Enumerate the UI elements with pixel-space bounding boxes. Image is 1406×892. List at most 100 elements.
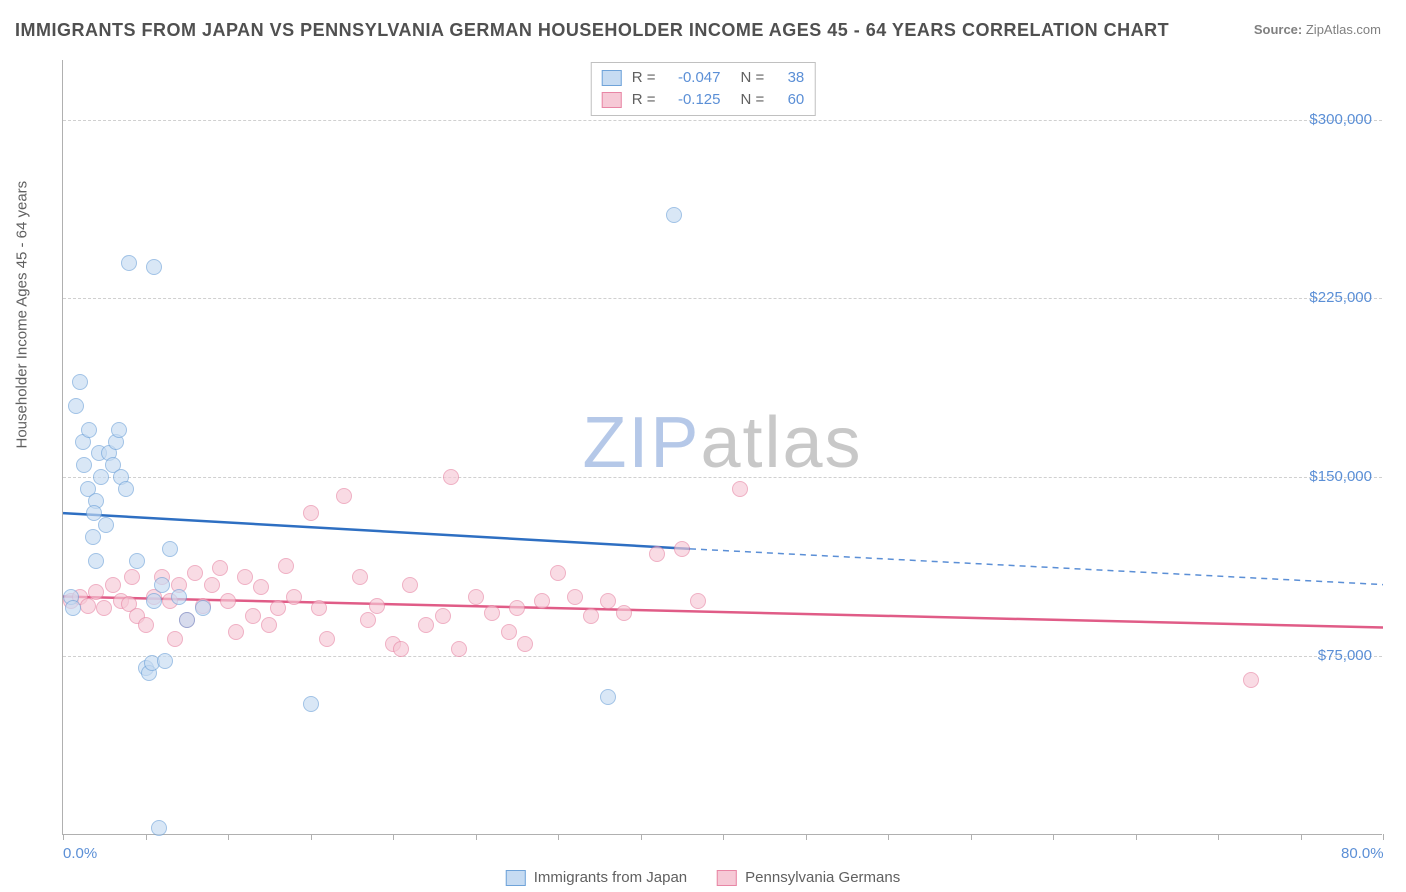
scatter-point: [600, 689, 616, 705]
scatter-point: [88, 584, 104, 600]
scatter-point: [509, 600, 525, 616]
scatter-point: [72, 374, 88, 390]
watermark-atlas: atlas: [700, 403, 862, 483]
scatter-point: [245, 608, 261, 624]
scatter-point: [111, 422, 127, 438]
scatter-point: [649, 546, 665, 562]
legend-label: Pennsylvania Germans: [745, 869, 900, 886]
correlation-row: R = -0.125 N = 60: [602, 89, 805, 111]
scatter-point: [583, 608, 599, 624]
scatter-point: [600, 593, 616, 609]
scatter-point: [278, 558, 294, 574]
watermark: ZIPatlas: [582, 402, 862, 484]
scatter-point: [393, 641, 409, 657]
scatter-point: [360, 612, 376, 628]
legend-swatch: [506, 870, 526, 886]
x-tick: [311, 834, 312, 840]
scatter-point: [253, 579, 269, 595]
scatter-point: [418, 617, 434, 633]
gridline: [63, 120, 1382, 121]
gridline: [63, 477, 1382, 478]
y-tick-label: $75,000: [1318, 647, 1372, 664]
scatter-point: [179, 612, 195, 628]
scatter-point: [65, 600, 81, 616]
scatter-point: [68, 398, 84, 414]
plot-area: ZIPatlas $75,000 $150,000 $225,000 $300,000…: [62, 60, 1382, 835]
scatter-point: [303, 505, 319, 521]
scatter-point: [187, 565, 203, 581]
r-label: R =: [632, 67, 656, 89]
scatter-point: [220, 593, 236, 609]
scatter-point: [154, 577, 170, 593]
chart-container: IMMIGRANTS FROM JAPAN VS PENNSYLVANIA GE…: [0, 0, 1406, 892]
y-tick-label: $300,000: [1309, 111, 1372, 128]
scatter-point: [369, 598, 385, 614]
scatter-point: [81, 422, 97, 438]
legend-item: Immigrants from Japan: [506, 869, 687, 886]
n-label: N =: [741, 89, 765, 111]
scatter-point: [402, 577, 418, 593]
correlation-legend-box: R =-0.047N =38R =-0.125N =60: [591, 62, 816, 116]
scatter-point: [468, 589, 484, 605]
x-tick: [63, 834, 64, 840]
scatter-point: [336, 488, 352, 504]
x-tick-label: 80.0%: [1341, 845, 1384, 862]
scatter-point: [517, 636, 533, 652]
y-tick-label: $225,000: [1309, 289, 1372, 306]
scatter-point: [171, 589, 187, 605]
scatter-point: [484, 605, 500, 621]
scatter-point: [666, 207, 682, 223]
r-value: -0.125: [666, 89, 721, 111]
source-citation: Source: ZipAtlas.com: [1254, 22, 1381, 37]
scatter-point: [124, 569, 140, 585]
source-label: Source:: [1254, 22, 1302, 37]
trend-line: [690, 549, 1383, 585]
scatter-point: [88, 553, 104, 569]
scatter-point: [451, 641, 467, 657]
x-tick: [888, 834, 889, 840]
x-tick: [806, 834, 807, 840]
scatter-point: [96, 600, 112, 616]
scatter-point: [98, 517, 114, 533]
scatter-point: [157, 653, 173, 669]
legend-label: Immigrants from Japan: [534, 869, 687, 886]
scatter-point: [550, 565, 566, 581]
x-tick-label: 0.0%: [63, 845, 97, 862]
scatter-point: [151, 820, 167, 836]
scatter-point: [261, 617, 277, 633]
x-tick: [723, 834, 724, 840]
scatter-point: [204, 577, 220, 593]
watermark-zip: ZIP: [582, 403, 700, 483]
scatter-point: [1243, 672, 1259, 688]
x-tick: [558, 834, 559, 840]
scatter-point: [228, 624, 244, 640]
scatter-point: [352, 569, 368, 585]
scatter-point: [311, 600, 327, 616]
x-tick: [1218, 834, 1219, 840]
trend-lines-layer: [63, 60, 1383, 835]
scatter-point: [435, 608, 451, 624]
n-value: 38: [774, 67, 804, 89]
x-tick: [1136, 834, 1137, 840]
n-value: 60: [774, 89, 804, 111]
legend-item: Pennsylvania Germans: [717, 869, 900, 886]
correlation-row: R =-0.047N =38: [602, 67, 805, 89]
scatter-point: [146, 259, 162, 275]
scatter-point: [86, 505, 102, 521]
scatter-point: [567, 589, 583, 605]
scatter-point: [195, 600, 211, 616]
scatter-point: [501, 624, 517, 640]
r-label: R =: [632, 89, 656, 111]
chart-title: IMMIGRANTS FROM JAPAN VS PENNSYLVANIA GE…: [15, 20, 1169, 41]
scatter-point: [303, 696, 319, 712]
gridline: [63, 656, 1382, 657]
scatter-point: [319, 631, 335, 647]
y-tick-label: $150,000: [1309, 468, 1372, 485]
x-tick: [1053, 834, 1054, 840]
scatter-point: [212, 560, 228, 576]
n-label: N =: [741, 67, 765, 89]
scatter-point: [105, 577, 121, 593]
scatter-point: [674, 541, 690, 557]
scatter-point: [443, 469, 459, 485]
scatter-point: [138, 617, 154, 633]
